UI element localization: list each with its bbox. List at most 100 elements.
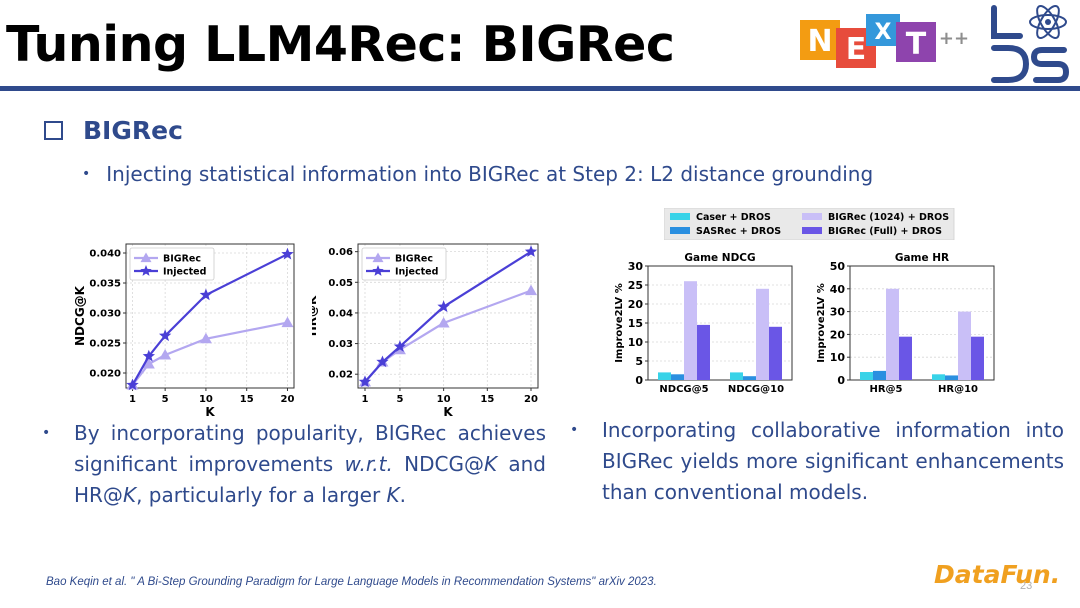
y-axis-label: HR@K — [312, 295, 319, 336]
legend-label: SASRec + DROS — [696, 226, 781, 237]
y-tick-label: 40 — [830, 283, 846, 296]
data-point-injected — [159, 329, 172, 342]
lds-logo — [991, 5, 1070, 83]
left-paragraph-text: By incorporating popularity, BIGRec achi… — [74, 421, 546, 476]
y-tick-label: 0.040 — [89, 249, 121, 260]
series-line-bigrec — [131, 321, 288, 386]
plot-frame — [125, 243, 295, 389]
y-tick-label: 30 — [830, 306, 846, 319]
left-paragraph-k: K — [122, 483, 137, 507]
next-logo-plus: ++ — [939, 28, 969, 49]
x-axis-label: K — [205, 405, 215, 419]
left-paragraph-text: , particularly for a larger — [136, 483, 387, 507]
bar-bigrec-full-dros — [971, 336, 984, 380]
next-logo-n-block — [800, 20, 840, 60]
bullet-dot-icon: • — [570, 422, 579, 438]
y-tick-label: 0.03 — [328, 339, 353, 350]
x-tick-label: HR@5 — [869, 384, 902, 395]
data-point-bigrec — [281, 316, 294, 328]
left-paragraph: • By incorporating popularity, BIGRec ac… — [42, 418, 546, 511]
x-tick-label: 1 — [362, 394, 369, 405]
x-tick-label: 1 — [129, 394, 136, 405]
y-tick-label: 5 — [635, 355, 643, 368]
y-tick-label: 0.020 — [89, 369, 121, 380]
legend-swatch — [802, 227, 822, 234]
y-tick-label: 10 — [628, 336, 644, 349]
right-paragraph: • Incorporating collaborative informatio… — [570, 415, 1064, 508]
data-point-injected — [199, 288, 213, 301]
bar-bigrec-full-dros — [899, 336, 912, 380]
legend-label: BIGRec — [395, 254, 433, 265]
slide-title: Tuning LLM4Rec: BIGRec — [6, 16, 675, 73]
x-tick-label: 15 — [240, 394, 254, 405]
bar-bigrec-1024-dros — [684, 281, 697, 380]
legend-marker — [372, 265, 384, 276]
left-paragraph-text: . — [399, 483, 407, 507]
bar-bigrec-1024-dros — [886, 288, 899, 380]
y-tick-label: 25 — [628, 279, 643, 292]
bar-caser-dros — [730, 372, 743, 380]
lds-logo-s — [1030, 47, 1070, 83]
legend-swatch — [802, 213, 822, 220]
x-tick-label: 15 — [480, 394, 494, 405]
bar-bigrec-full-dros — [697, 324, 710, 380]
x-tick-label: NDCG@10 — [728, 384, 784, 395]
chart-title: Game HR — [895, 252, 949, 264]
x-tick-label: 10 — [437, 394, 451, 405]
bar-bigrec-1024-dros — [756, 288, 769, 380]
legend-label: BIGRec (Full) + DROS — [828, 226, 942, 237]
data-point-injected — [376, 355, 389, 368]
bar-sasrec-dros — [945, 375, 958, 380]
legend-swatch — [670, 227, 690, 234]
page-number: 23 — [1020, 580, 1033, 592]
y-axis-label: Improve2LV % — [816, 283, 827, 363]
main-bullet-text: Injecting statistical information into B… — [106, 162, 874, 186]
atom-nucleus — [1045, 19, 1051, 25]
legend-marker — [140, 265, 152, 276]
atom-icon — [1029, 5, 1067, 39]
game-ndcg-bar-chart: 0 5 10 15 20 25 30 Game NDCG Improve2LV % NDCG@5 N… — [614, 252, 793, 395]
plot-frame — [849, 265, 995, 381]
y-tick-label: 20 — [628, 298, 644, 311]
bullet-dot-icon: • — [42, 425, 51, 441]
datafun-logo: DataFun. — [934, 560, 1061, 589]
data-point-injected — [281, 247, 294, 260]
left-paragraph-k: K — [483, 452, 498, 476]
legend-marker — [140, 252, 152, 263]
bar-bigrec-1024-dros — [958, 311, 971, 380]
bar-caser-dros — [860, 372, 873, 380]
y-tick-label: 50 — [830, 260, 846, 273]
next-logo-t-block — [896, 22, 936, 62]
next-logo: N E X T ++ — [800, 14, 969, 68]
next-logo-x-block — [866, 14, 900, 46]
data-point-bigrec — [142, 358, 155, 369]
plot-frame — [357, 243, 539, 389]
game-hr-bar-chart: 0 10 20 30 40 50 Game HR Improve2LV % HR@5 HR@10 — [816, 252, 995, 395]
x-tick-label: NDCG@5 — [659, 384, 708, 395]
bar-caser-dros — [658, 372, 671, 380]
main-bullet: • Injecting statistical information into … — [82, 162, 873, 186]
bar-caser-dros — [932, 374, 945, 380]
y-tick-label: 0.06 — [328, 247, 353, 258]
bar-sasrec-dros — [873, 370, 886, 380]
legend-label: Injected — [395, 267, 438, 278]
data-point-injected — [437, 300, 450, 313]
y-tick-label: 0.035 — [89, 279, 121, 290]
legend-swatch — [670, 213, 690, 220]
next-logo-n: N — [807, 24, 832, 59]
y-tick-label: 0 — [837, 374, 845, 387]
y-tick-label: 0.02 — [328, 370, 353, 381]
next-logo-x: X — [875, 20, 892, 45]
data-point-bigrec — [159, 349, 172, 360]
data-point-bigrec — [199, 332, 212, 344]
next-logo-e: E — [846, 32, 867, 67]
x-tick-label: 20 — [524, 394, 538, 405]
x-axis-label: K — [443, 405, 453, 419]
data-point-bigrec — [437, 317, 450, 328]
bar-sasrec-dros — [671, 374, 684, 380]
y-tick-label: 30 — [628, 260, 644, 273]
next-logo-t: T — [906, 27, 927, 62]
legend-label: BIGRec (1024) + DROS — [828, 212, 949, 223]
checkbox-bullet-icon — [44, 121, 63, 140]
plot-frame — [647, 265, 793, 381]
